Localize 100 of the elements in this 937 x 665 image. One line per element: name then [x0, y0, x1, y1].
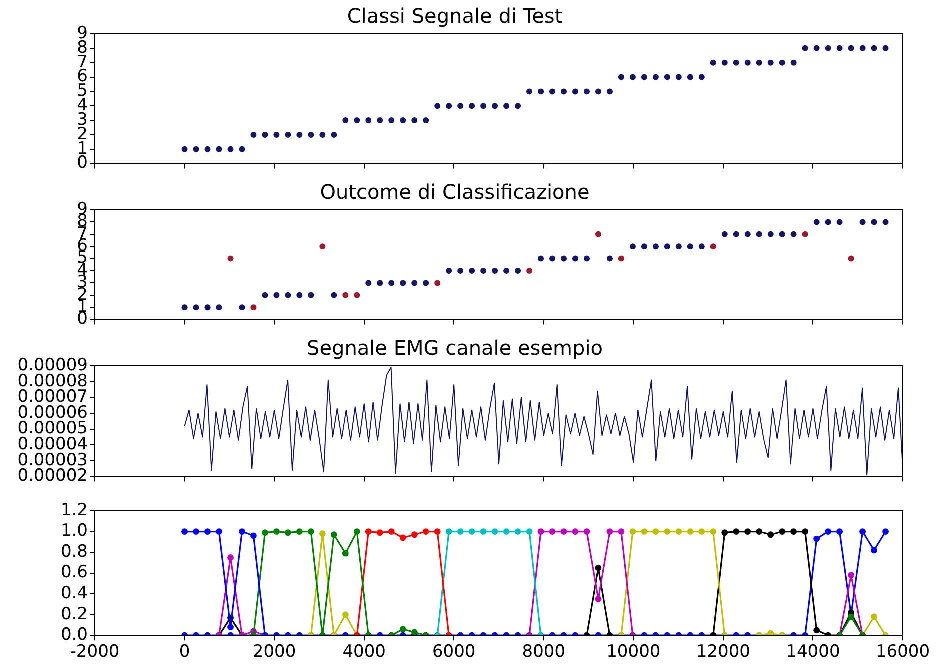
point	[595, 231, 602, 238]
point	[274, 292, 280, 298]
point	[526, 268, 533, 274]
point	[285, 530, 292, 536]
point	[331, 292, 338, 298]
point	[710, 528, 717, 535]
point	[871, 219, 878, 226]
point	[504, 268, 510, 274]
point	[722, 530, 728, 536]
point	[538, 256, 544, 262]
point	[802, 528, 809, 535]
point	[871, 614, 878, 620]
point	[480, 268, 487, 274]
point	[354, 292, 360, 298]
point	[480, 528, 487, 535]
point	[595, 596, 602, 602]
point	[744, 231, 751, 238]
point	[400, 626, 406, 633]
point	[825, 528, 832, 535]
point	[561, 256, 567, 262]
point	[228, 554, 234, 561]
x-tick-label: 12000	[696, 642, 750, 662]
point	[733, 231, 740, 238]
point	[262, 530, 268, 536]
point	[446, 528, 452, 535]
point	[630, 244, 636, 250]
point	[652, 244, 659, 250]
point	[228, 624, 234, 630]
point	[618, 256, 624, 262]
point	[204, 528, 211, 535]
point	[296, 292, 303, 298]
x-tick-label: 0	[179, 642, 190, 662]
point	[204, 304, 211, 311]
point	[319, 530, 326, 538]
point	[342, 550, 349, 557]
point	[239, 304, 246, 311]
chart-title: Outcome di Classificazione	[320, 180, 590, 204]
point	[641, 528, 648, 535]
point	[790, 231, 797, 238]
point	[250, 304, 257, 311]
point	[514, 528, 522, 535]
point	[285, 292, 292, 298]
point	[377, 280, 384, 286]
point	[250, 532, 257, 540]
point	[182, 304, 188, 311]
point	[388, 280, 395, 286]
point	[458, 268, 464, 274]
point	[779, 528, 786, 535]
point	[756, 231, 762, 238]
y-tick-label: 1.2	[60, 500, 88, 520]
point	[492, 528, 498, 535]
point	[687, 244, 694, 250]
point	[676, 528, 682, 535]
point	[296, 528, 303, 535]
point	[698, 244, 705, 250]
point	[664, 528, 671, 535]
point	[572, 528, 579, 535]
point	[882, 528, 889, 535]
point	[239, 528, 246, 535]
point	[584, 256, 590, 262]
point	[652, 528, 660, 535]
x-tick-label: 4000	[342, 642, 386, 662]
point	[825, 219, 832, 226]
point	[468, 528, 476, 535]
point	[354, 528, 360, 535]
point	[526, 528, 533, 535]
point	[423, 280, 430, 286]
point	[687, 528, 694, 535]
point	[756, 528, 763, 535]
point	[549, 528, 556, 535]
x-tick-label: 8000	[522, 642, 566, 662]
point	[274, 528, 280, 535]
x-tick-label: 6000	[432, 642, 476, 662]
y-tick-label: 0.8	[60, 542, 88, 562]
point	[848, 256, 854, 262]
point	[733, 528, 740, 535]
x-tick-label: 10000	[606, 642, 661, 662]
point	[698, 528, 706, 535]
point	[308, 528, 314, 535]
point	[216, 528, 222, 535]
point	[710, 244, 716, 250]
y-tick-label: 1.0	[60, 521, 88, 542]
point	[560, 528, 568, 535]
point	[515, 268, 522, 274]
point	[457, 528, 464, 535]
point	[411, 629, 418, 636]
point	[469, 268, 476, 274]
point	[411, 532, 418, 538]
point	[768, 532, 774, 538]
point	[860, 528, 866, 535]
point	[365, 528, 372, 535]
chart-title: Classi Segnale di Test	[347, 4, 563, 28]
y-tick-label: 0.00002	[18, 466, 88, 486]
point	[860, 219, 866, 226]
y-tick-label: 0.6	[60, 562, 88, 583]
point	[366, 280, 372, 286]
point	[216, 304, 222, 311]
point	[330, 532, 338, 538]
x-tick-label: 14000	[786, 642, 840, 662]
point	[768, 231, 774, 238]
